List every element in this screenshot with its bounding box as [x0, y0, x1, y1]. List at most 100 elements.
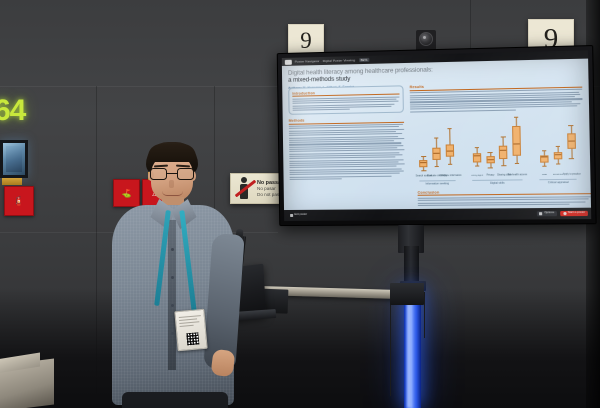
fire-alarm-sign-a: ⛳ [113, 179, 140, 207]
poster-section-results: Results [409, 81, 583, 113]
boxplot-category-label: Compare information [439, 175, 462, 178]
poster-canvas[interactable]: Digital health literacy among healthcare… [281, 58, 592, 211]
boxplot-item: Using apps [471, 116, 483, 177]
boxplot-box [553, 151, 563, 160]
boxplot-box [539, 155, 549, 163]
boxplot-cap-upper [541, 150, 547, 152]
poster-columns: Introduction Methods [288, 81, 591, 207]
boxplot-item: Evaluate credibility [427, 117, 447, 178]
wall-seam [96, 86, 97, 408]
exit-poster-label: Exit poster [294, 213, 308, 217]
arm-clamp-right [390, 283, 424, 305]
boxplot-item: Bias [539, 115, 549, 176]
conclusion-body [417, 196, 591, 206]
boxplot-cap-lower [434, 165, 440, 167]
boxplot-median [433, 153, 440, 155]
presenter-ear-left [148, 171, 154, 181]
boxplot-box [499, 145, 508, 160]
app-bottom-toolbar: Exit poster Options Start e-poster [284, 207, 592, 222]
presenter-hair-front [148, 144, 196, 162]
wall-seam [214, 86, 215, 266]
fire-equipment-sign: 🧯 [4, 186, 34, 216]
boxplot-median [513, 143, 520, 145]
boxplot-cap-lower [501, 165, 507, 167]
display-screen[interactable]: Poster Navigator · Digital Poster Viewin… [281, 50, 592, 222]
boxplot-cap-upper [421, 155, 426, 157]
poster-section-conclusion: Conclusion [417, 188, 591, 206]
boxplot-box [512, 126, 522, 156]
boxplot-cap-upper [447, 128, 452, 130]
boxplot-item: Privacy [485, 116, 495, 177]
shirt-button [170, 332, 174, 335]
section-heading-methods: Methods [288, 116, 405, 125]
glasses-bridge [167, 172, 177, 175]
boxplot-cap-upper [500, 136, 506, 138]
start-eposter-button[interactable]: Start e-poster [560, 210, 588, 217]
badge-qr-code [186, 332, 200, 346]
boxplot-group-rule [418, 179, 456, 181]
boxplot-item: Evidence [553, 115, 563, 176]
poster-chart-area[interactable]: Search sources Evaluate credibility Compar… [410, 112, 584, 187]
no-passage-text: No passage No pasar Do not pass [257, 180, 287, 198]
boxplot-cap-lower [555, 163, 561, 165]
boxplot-median [446, 150, 454, 152]
boxplot-cap-upper [434, 137, 439, 138]
camera-lens-icon [419, 32, 433, 46]
no-passage-line-1: No passage [257, 179, 288, 186]
start-eposter-label: Start e-poster [567, 210, 586, 215]
glasses-lens-right [177, 168, 194, 180]
stand-number-left-label: 9 [300, 27, 312, 53]
exit-icon [289, 213, 293, 218]
wall-seam [470, 0, 471, 60]
boxplot-box [566, 132, 576, 150]
boxplot-box [486, 156, 495, 164]
boxplot-median [487, 158, 494, 160]
boxplot-whisker-upper [449, 129, 451, 145]
options-button[interactable]: Options [536, 210, 558, 217]
boxplot-whisker-upper [436, 137, 437, 148]
boxplot-cap-lower [514, 163, 520, 164]
boxplot-category-label: Apply to practice [562, 173, 581, 177]
app-topbar-title: Poster Navigator · Digital Poster Viewin… [294, 58, 356, 64]
wall-shadow [0, 288, 600, 408]
options-label: Options [544, 211, 555, 215]
boxplot-whisker-upper [516, 117, 517, 127]
boxplot-median [541, 156, 548, 158]
shirt-button [170, 276, 174, 279]
boxplot-item: Telehealth access [508, 115, 527, 177]
boxplot-box [472, 153, 482, 163]
boxplot-cap-lower [421, 169, 427, 171]
boxplot-median [420, 161, 427, 163]
boxplot-group-label: Information seeking [425, 181, 450, 186]
amber-marker [2, 178, 22, 185]
exit-poster-button[interactable]: Exit poster [287, 212, 310, 218]
boxplot-item: Search sources [416, 117, 432, 178]
boxplot-cap-upper [555, 146, 560, 148]
boxplot-whisker-upper [570, 125, 572, 133]
gear-icon [539, 212, 543, 216]
poster-column-right: Results Search sources Evaluate credibili… [409, 81, 591, 206]
boxplot-item: Compare information [439, 117, 462, 177]
no-passage-icon [234, 175, 257, 202]
section-heading-conclusion: Conclusion [417, 188, 591, 197]
boxplot-item: Sharing data [497, 116, 511, 177]
boxplot-cap-upper [487, 151, 493, 153]
poster-column-left: Introduction Methods [288, 85, 405, 207]
illuminated-blue-pole [404, 288, 421, 408]
shirt-placket [168, 220, 176, 370]
pole-light-core [407, 288, 413, 408]
boxplot-item: Apply to practice [563, 114, 581, 176]
camera-glint [423, 36, 426, 39]
fire-hose-icon: ⛳ [121, 188, 132, 198]
poster-title-line-2: a mixed-methods study [288, 75, 351, 85]
toolbar-right-group: Options Start e-poster [536, 210, 588, 217]
boxplot-cap-lower [541, 165, 547, 167]
presentation-display[interactable]: Poster Navigator · Digital Poster Viewin… [276, 45, 597, 227]
boxplot-median [473, 155, 480, 157]
display-mount-column [404, 246, 419, 288]
fire-extinguisher-icon: 🧯 [13, 195, 25, 206]
boxplot-group-rule [539, 178, 578, 180]
shirt-button [170, 248, 174, 251]
toolbar-left-group: Exit poster [287, 212, 310, 218]
